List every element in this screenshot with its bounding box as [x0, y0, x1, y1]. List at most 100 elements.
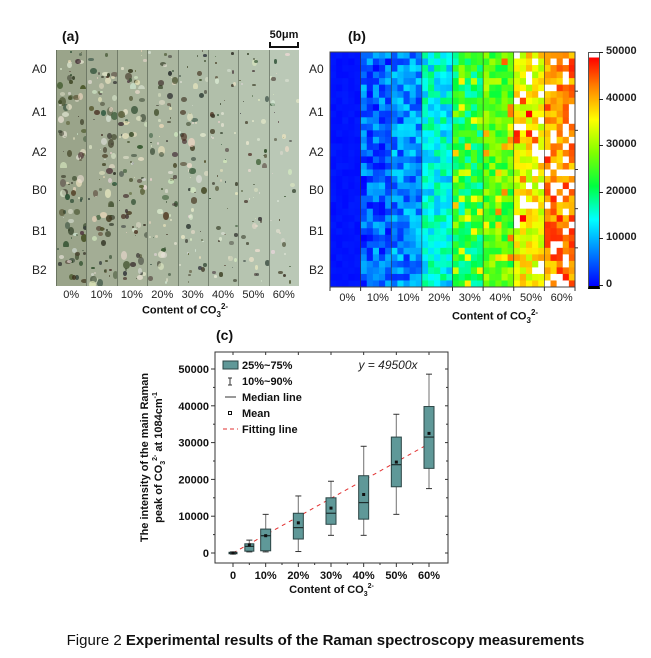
heatmap-cell: [440, 91, 447, 99]
heatmap-cell: [446, 215, 453, 223]
heatmap-cell: [440, 215, 447, 223]
mineral-speck: [199, 230, 201, 233]
heatmap-cell: [489, 65, 496, 73]
heatmap-cell: [550, 162, 558, 170]
mineral-speck: [221, 112, 224, 115]
mineral-speck: [96, 77, 99, 79]
mineral-speck: [101, 71, 109, 77]
mineral-speck: [279, 232, 282, 234]
heatmap-cell: [446, 228, 453, 236]
mineral-speck: [260, 119, 266, 125]
mineral-speck: [233, 257, 237, 263]
heatmap-cell: [366, 195, 374, 203]
heatmap-cell: [532, 267, 539, 275]
heatmap-cell: [434, 241, 441, 249]
heatmap-cell: [409, 182, 417, 190]
heatmap-cell: [385, 195, 392, 203]
heatmap-cell: [330, 189, 337, 197]
heatmap-cell: [348, 52, 355, 60]
heatmap-cell: [342, 195, 349, 203]
heatmap-cell: [544, 84, 551, 92]
mineral-speck: [108, 255, 112, 259]
heatmap-cell: [495, 110, 502, 118]
heatmap-cell: [415, 110, 423, 118]
heatmap-cell: [489, 247, 496, 255]
heatmap-cell: [544, 123, 551, 131]
heatmap-cell: [336, 234, 343, 242]
heatmap-cell: [415, 156, 423, 164]
heatmap-cell: [428, 123, 435, 131]
heatmap-cell: [379, 110, 386, 118]
micrograph-tile: [207, 50, 239, 90]
mineral-speck: [202, 53, 208, 57]
heatmap-cell: [464, 110, 472, 118]
mineral-speck: [195, 174, 202, 184]
figure-caption: Figure 2 Experimental results of the Ram…: [0, 632, 651, 649]
column-label: 60%: [272, 289, 295, 301]
heatmap-cell: [342, 254, 349, 262]
heatmap-cell: [464, 221, 472, 229]
mineral-speck: [158, 93, 162, 97]
mineral-speck: [157, 263, 164, 271]
column-label: 20%: [428, 292, 451, 304]
heatmap-cell: [409, 130, 417, 138]
mineral-speck: [212, 137, 214, 140]
heatmap-cell: [519, 123, 527, 131]
heatmap-cell: [366, 273, 374, 281]
heatmap-cell: [562, 267, 570, 275]
mineral-speck: [200, 238, 203, 242]
heatmap-cell: [556, 162, 564, 170]
heatmap-cell: [562, 97, 570, 105]
heatmap-cell: [397, 215, 404, 223]
heatmap-cell: [440, 208, 447, 216]
heatmap-cell: [342, 273, 349, 281]
heatmap-cell: [477, 221, 484, 229]
heatmap-cell: [342, 143, 349, 151]
heatmap-cell: [477, 241, 484, 249]
colorbar-tick-mark: [599, 191, 603, 193]
heatmap-cell: [330, 130, 337, 138]
caption-prefix: Figure 2: [66, 632, 126, 649]
heatmap-cell: [415, 247, 423, 255]
heatmap-cell: [489, 156, 496, 164]
heatmap-cell: [409, 234, 417, 242]
y-tick-label: 10000: [178, 511, 209, 523]
heatmap-cell: [354, 234, 362, 242]
mineral-speck: [224, 99, 226, 101]
heatmap-cell: [513, 247, 521, 255]
mineral-speck: [275, 72, 278, 75]
heatmap-cell: [458, 78, 466, 86]
heatmap-cell: [538, 254, 545, 262]
mineral-speck: [264, 96, 269, 102]
mineral-speck: [77, 174, 84, 183]
heatmap-cell: [470, 267, 478, 275]
mineral-speck: [65, 194, 70, 201]
heatmap-cell: [452, 97, 460, 105]
heatmap-cell: [513, 143, 521, 151]
heatmap-cell: [544, 130, 551, 138]
heatmap-cell: [342, 136, 349, 144]
heatmap-cell: [538, 110, 545, 118]
heatmap-cell: [519, 156, 527, 164]
heatmap-cell: [336, 247, 343, 255]
heatmap-cell: [446, 182, 453, 190]
heatmap-cell: [379, 221, 386, 229]
mineral-speck: [150, 263, 152, 266]
mineral-speck: [104, 269, 107, 272]
mineral-speck: [226, 208, 229, 210]
mineral-speck: [273, 138, 277, 141]
heatmap-cell: [342, 208, 349, 216]
heatmap-cell: [489, 91, 496, 99]
heatmap-cell: [489, 78, 496, 86]
heatmap-cell: [458, 221, 466, 229]
heatmap-cell: [385, 149, 392, 157]
heatmap-cell: [415, 176, 423, 184]
heatmap-cell: [562, 195, 570, 203]
mineral-speck: [126, 79, 131, 84]
heatmap-cell: [562, 280, 570, 288]
heatmap-cell: [464, 260, 472, 268]
heatmap-cell: [391, 97, 398, 105]
heatmap-cell: [415, 215, 423, 223]
heatmap-cell: [354, 221, 362, 229]
heatmap-cell: [483, 208, 490, 216]
